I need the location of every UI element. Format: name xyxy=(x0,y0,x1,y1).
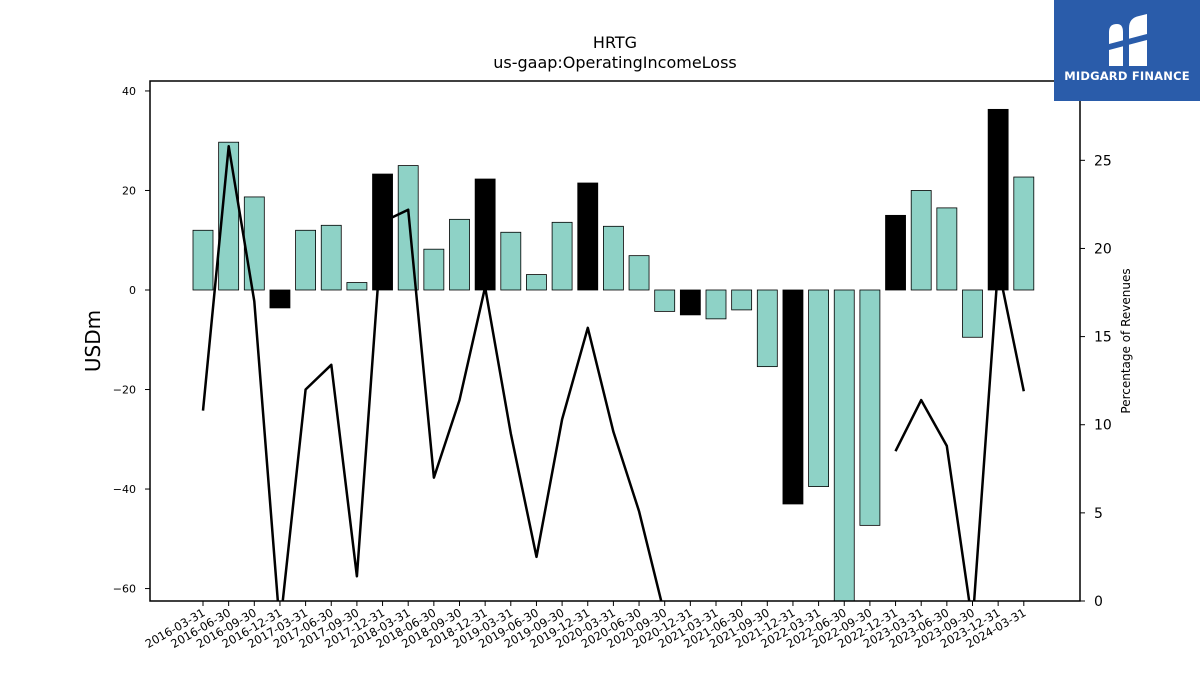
bar xyxy=(346,282,368,291)
y-tick-label: 20 xyxy=(122,184,136,197)
y-tick-label: 40 xyxy=(122,85,136,98)
bar xyxy=(603,225,624,291)
bar xyxy=(551,221,573,291)
bars-group xyxy=(192,108,1035,601)
y2-tick-label: 5 xyxy=(1094,506,1103,522)
bar xyxy=(808,289,829,487)
axes-group: 40200−20−40−6005101520252016-03-312016-0… xyxy=(113,80,1112,651)
bar xyxy=(243,196,265,291)
bar xyxy=(756,289,778,368)
bar xyxy=(885,214,906,291)
y2-tick-label: 25 xyxy=(1094,153,1112,169)
y2-tick-label: 0 xyxy=(1094,594,1103,610)
bar xyxy=(192,229,214,291)
bar xyxy=(577,182,599,291)
y-axis-label: USDm xyxy=(81,310,105,372)
percentage-line xyxy=(201,144,663,601)
bar xyxy=(705,289,727,320)
bar xyxy=(449,218,470,291)
y-tick-label: −60 xyxy=(113,583,136,596)
bar xyxy=(474,178,496,291)
bar xyxy=(679,289,701,316)
chart-subtitle: us-gaap:OperatingIncomeLoss xyxy=(493,53,737,72)
line-group xyxy=(201,144,1026,601)
bar xyxy=(910,190,932,291)
bar xyxy=(833,289,855,601)
y2-tick-label: 10 xyxy=(1094,418,1112,434)
bar xyxy=(654,289,676,312)
bar xyxy=(295,229,317,291)
bar xyxy=(500,231,522,291)
plot-frame xyxy=(149,80,1081,602)
bar xyxy=(987,108,1009,291)
chart-title: HRTG xyxy=(593,33,637,52)
bar xyxy=(1013,176,1035,291)
bar xyxy=(628,255,650,291)
bar xyxy=(782,289,804,505)
bar xyxy=(962,289,983,338)
bar xyxy=(269,289,291,309)
y2-tick-label: 15 xyxy=(1094,330,1112,346)
bar xyxy=(936,207,958,291)
bar xyxy=(320,224,342,291)
percentage-line xyxy=(894,264,1026,601)
bar xyxy=(731,289,753,311)
bar xyxy=(423,248,445,291)
midgard-logo-icon xyxy=(1109,14,1147,66)
midgard-finance-logo: MIDGARD FINANCE xyxy=(1054,0,1200,101)
y-tick-label: −40 xyxy=(113,483,136,496)
logo-text: MIDGARD FINANCE xyxy=(1064,69,1190,83)
y2-tick-label: 20 xyxy=(1094,241,1112,257)
y2-axis-label: Percentage of Revenues xyxy=(1119,268,1133,413)
y-tick-label: −20 xyxy=(113,384,136,397)
bar xyxy=(526,274,547,291)
y-tick-label: 0 xyxy=(129,284,136,297)
bar xyxy=(859,289,881,526)
